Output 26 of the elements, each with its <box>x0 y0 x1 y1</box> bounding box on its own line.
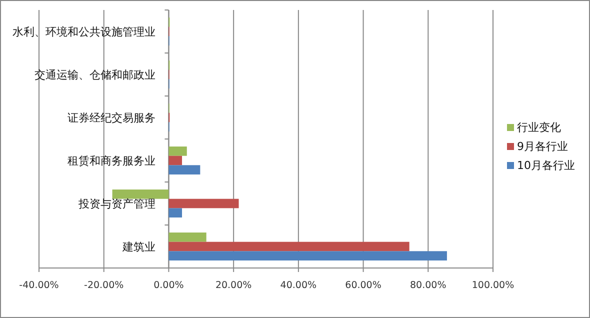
y-tick-label: 水利、环境和公共设施管理业 <box>12 26 156 38</box>
bar <box>168 242 410 252</box>
x-tick-label: 20.00% <box>215 280 252 291</box>
bar <box>168 251 447 260</box>
legend-label: 9月各行业 <box>517 140 568 153</box>
x-tick-label: 80.00% <box>410 280 446 291</box>
bar <box>112 190 169 199</box>
x-tick-label: -20.00% <box>84 280 124 291</box>
x-tick-label: 40.00% <box>280 280 317 291</box>
y-tick-label: 投资与资产管理 <box>78 198 156 210</box>
x-tick-label: 100.00% <box>472 280 514 291</box>
bar <box>168 208 182 218</box>
bar <box>168 198 239 208</box>
y-tick-label: 证券经纪交易服务 <box>68 112 156 124</box>
legend-label: 行业变化 <box>517 121 561 134</box>
bar <box>168 156 182 166</box>
y-tick-label: 租赁和商务服务业 <box>68 154 156 168</box>
bar <box>168 165 200 174</box>
bar <box>168 146 187 156</box>
bar <box>168 232 206 242</box>
x-tick-label: -40.00% <box>19 280 59 291</box>
legend-label: 10月各行业 <box>517 159 575 172</box>
x-tick-label: 60.00% <box>345 280 382 291</box>
y-tick-label: 交通运输、仓储和邮政业 <box>34 68 156 82</box>
x-tick-label: 0.00% <box>154 280 184 291</box>
y-tick-label: 建筑业 <box>122 240 156 254</box>
